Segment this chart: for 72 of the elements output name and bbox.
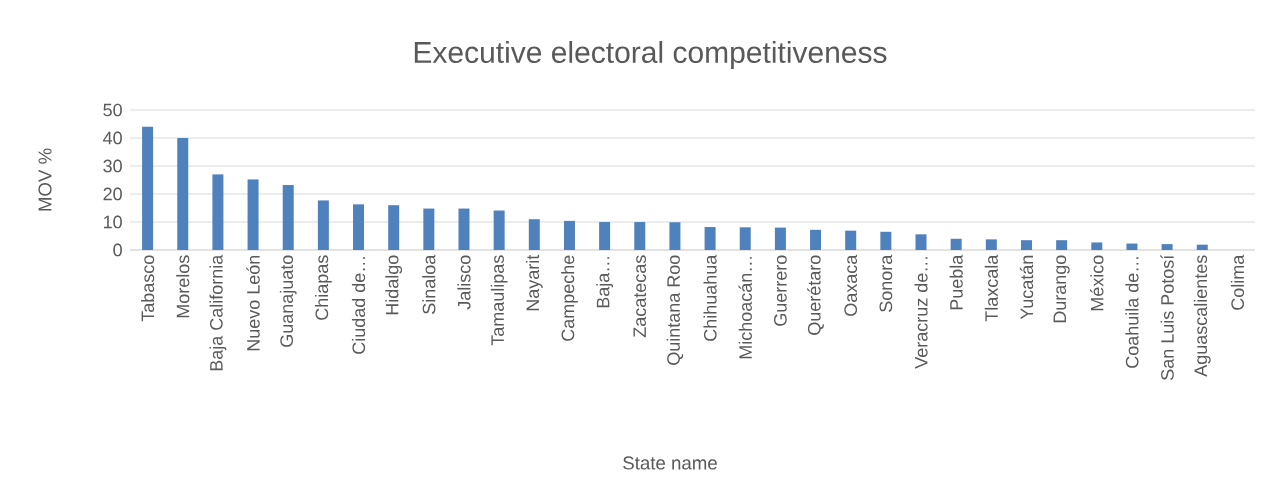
bar xyxy=(1056,240,1068,250)
bar xyxy=(669,222,681,250)
x-tick-label: Sinaloa xyxy=(422,254,436,314)
x-tick-label: Aguascalientes xyxy=(1193,255,1211,377)
x-tick-label: Hidalgo xyxy=(385,255,403,315)
x-tick-label: Nuevo León xyxy=(246,255,260,351)
bar xyxy=(423,208,435,250)
x-tick-label: Yucatán xyxy=(1019,255,1034,320)
bar xyxy=(528,219,540,250)
x-tick-label: Tlaxcala xyxy=(984,254,998,322)
bar xyxy=(1126,243,1138,250)
x-tick-label: Chihuahua xyxy=(703,254,717,341)
x-tick-label: Guerrero xyxy=(774,255,787,326)
x-axis-title: State name xyxy=(623,456,717,470)
bar xyxy=(634,221,646,250)
y-tick-label: 50 xyxy=(103,103,122,117)
y-axis-title: MOV % xyxy=(38,148,52,211)
bar xyxy=(563,220,575,250)
bar xyxy=(282,185,294,250)
bar xyxy=(212,174,224,250)
x-tick-label: Morelos xyxy=(176,255,190,318)
x-tick-label: Nayarit xyxy=(525,254,543,311)
bar xyxy=(1020,240,1032,250)
x-tick-label: Puebla xyxy=(949,254,963,310)
x-tick-label: Jalisco xyxy=(457,255,471,310)
x-tick-label: Coahuila de… xyxy=(1125,257,1139,368)
bar xyxy=(950,238,962,250)
bar xyxy=(317,200,329,250)
bar xyxy=(1091,242,1103,250)
x-tick-label: Michoacán… xyxy=(738,257,752,359)
x-tick-label: Chiapas xyxy=(314,255,332,320)
bar xyxy=(704,227,716,250)
x-tick-label: Baja California xyxy=(209,254,227,371)
x-tick-label: Baja… xyxy=(596,257,614,308)
y-tick-label: 40 xyxy=(103,131,122,145)
y-tick-label: 0 xyxy=(113,243,122,257)
bar xyxy=(880,231,892,250)
x-tick-label: Colima xyxy=(1230,254,1245,310)
x-tick-label: Tamaulipas xyxy=(490,255,508,346)
bar xyxy=(915,234,927,250)
y-tick-label: 30 xyxy=(103,159,122,173)
bar xyxy=(388,205,400,250)
bar xyxy=(353,204,365,250)
x-tick-label: Ciudad de… xyxy=(351,257,366,354)
bar xyxy=(774,227,786,250)
bar xyxy=(985,239,997,250)
x-tick-label: Veracruz de… xyxy=(914,257,928,369)
x-tick-label: Oaxaca xyxy=(844,254,858,316)
bar xyxy=(1161,244,1173,250)
x-tick-label: Zacatecas xyxy=(633,255,647,338)
bar xyxy=(599,221,611,250)
bar xyxy=(739,227,751,250)
bar xyxy=(810,229,822,250)
bar xyxy=(177,138,189,250)
x-tick-label: Quintana Roo xyxy=(666,255,684,365)
bar xyxy=(142,126,154,250)
x-tick-label: Durango xyxy=(1053,255,1070,323)
x-tick-label: Querétaro xyxy=(807,255,824,335)
y-tick-label: 20 xyxy=(103,187,122,201)
bar xyxy=(1196,244,1208,250)
x-tick-label: Tabasco xyxy=(140,255,155,322)
x-tick-label: San Luis Potosí xyxy=(1160,254,1174,380)
x-tick-label: Guanajuato xyxy=(279,255,297,347)
x-tick-label: México xyxy=(1090,255,1104,311)
chart-title: Executive electoral competitiveness xyxy=(414,41,887,69)
x-tick-label: Campeche xyxy=(561,255,578,341)
x-tick-label: Sonora xyxy=(879,254,893,312)
bar xyxy=(493,210,505,250)
bar xyxy=(247,179,259,250)
bar xyxy=(845,230,857,250)
bar xyxy=(458,208,470,250)
y-tick-label: 10 xyxy=(104,215,122,229)
